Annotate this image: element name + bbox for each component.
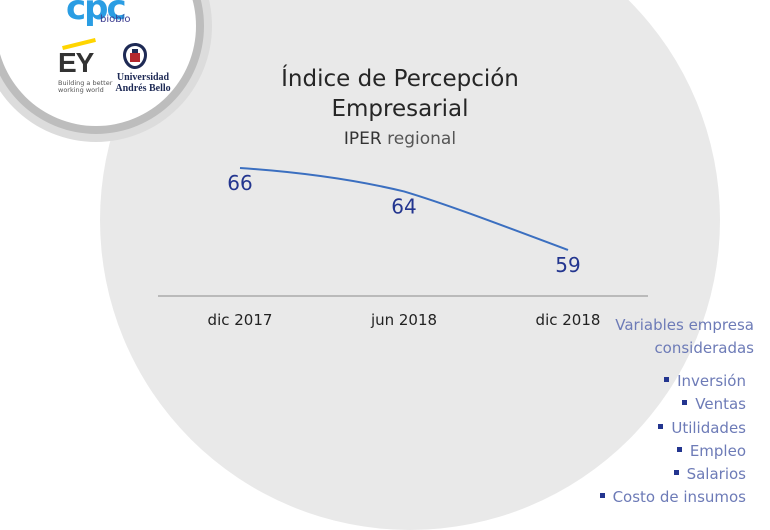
unab-name-line2: Andrés Bello	[115, 83, 171, 94]
unab-crest-icon	[123, 43, 147, 69]
chart-title-line1: Índice de Percepción	[281, 66, 519, 92]
x-tick-label: jun 2018	[370, 311, 437, 329]
variable-label: Salarios	[686, 465, 746, 484]
ey-tagline: Building a better working world	[58, 80, 118, 94]
unab-name: Universidad Andrés Bello	[108, 72, 178, 94]
ey-tagline-text: Building a better working world	[58, 79, 113, 94]
chart-subtitle-rest: regional	[387, 129, 457, 149]
square-bullet-icon	[673, 470, 679, 476]
square-bullet-icon	[682, 400, 688, 406]
square-bullet-icon	[664, 377, 670, 382]
x-tick-label: dic 2017	[208, 311, 273, 329]
square-bullet-icon	[658, 423, 664, 429]
variable-item: Salarios	[600, 463, 746, 486]
cpc-logo-subtext: biobío	[100, 14, 131, 25]
series-line	[239, 167, 569, 251]
variable-item: Ventas	[600, 393, 746, 416]
line-chart: 66 64 59 dic 2017 jun 2018 dic 2018	[158, 167, 648, 329]
variable-label: Empleo	[689, 441, 746, 460]
ey-logo: EY Building a better working world	[56, 37, 118, 98]
chart-title-line2: Empresarial	[331, 96, 469, 122]
cpc-biobio-logo: cpc biobío	[66, 0, 146, 32]
data-label: 59	[555, 253, 580, 277]
ey-logo-text: EY	[58, 47, 94, 78]
data-label: 66	[227, 171, 252, 195]
data-label: 64	[391, 194, 416, 218]
square-bullet-icon	[676, 446, 682, 452]
variable-item: Inversión	[600, 370, 746, 393]
x-tick-label: dic 2018	[536, 311, 601, 329]
chart-title: Índice de Percepción Empresarial	[230, 64, 570, 124]
background-circle	[100, 0, 720, 530]
variable-label: Costo de insumos	[612, 488, 746, 507]
variables-list: Inversión Ventas Utilidades Empleo Salarios C…	[599, 370, 746, 510]
variable-label: Ventas	[695, 395, 746, 414]
variable-item: Utilidades	[600, 417, 746, 440]
variable-item: Costo de insumos	[599, 486, 746, 509]
unab-name-line1: Universidad	[116, 72, 170, 83]
variables-title: Variables empresa consideradas	[615, 316, 754, 357]
variable-label: Inversión	[677, 372, 746, 390]
chart-subtitle-bold: IPER	[343, 129, 382, 149]
chart-subtitle: IPER regional	[230, 129, 570, 149]
unab-logo: Universidad Andrés Bello	[108, 42, 178, 102]
variable-item: Empleo	[600, 440, 746, 463]
variable-label: Utilidades	[671, 418, 746, 437]
square-bullet-icon	[599, 493, 605, 499]
cpc-logo-text: cpc	[66, 0, 127, 28]
